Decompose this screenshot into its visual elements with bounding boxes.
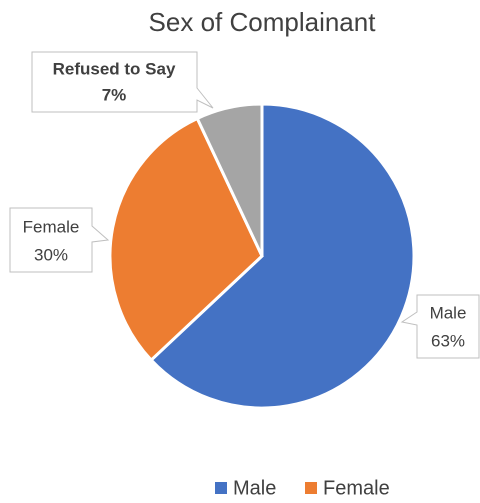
legend-swatch <box>215 482 227 494</box>
pie-slice <box>195 102 264 257</box>
callout-box <box>31 51 214 113</box>
pie <box>108 102 416 410</box>
pie-slice <box>108 116 264 363</box>
legend-swatch <box>305 482 317 494</box>
legend-label: Female <box>323 477 390 499</box>
legend-label: Male <box>233 477 276 499</box>
data-label-name: Female <box>23 217 80 236</box>
data-label: 30% <box>34 245 68 264</box>
pie-slice <box>149 102 416 410</box>
callout-box <box>400 294 480 359</box>
data-label-name: Male <box>430 303 467 322</box>
data-label: 63% <box>431 331 465 350</box>
data-label-name: Refused to Say <box>53 59 176 78</box>
data-label: 7% <box>102 85 127 104</box>
callout-box <box>9 207 110 273</box>
chart-title: Sex of Complainant <box>149 7 377 37</box>
